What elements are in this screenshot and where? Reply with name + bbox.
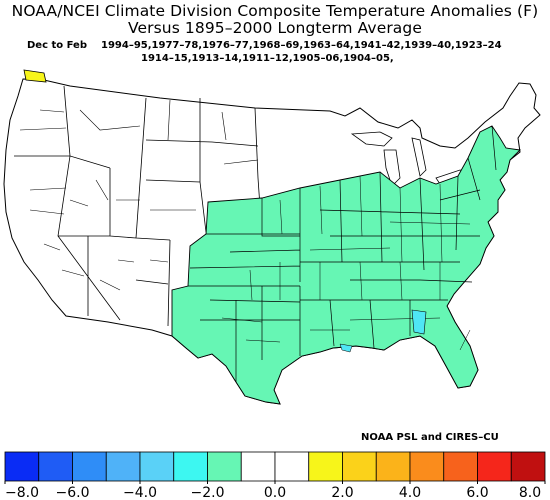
colorbar-tick-label: −4.0 [123,485,157,500]
colorbar-tick-label: −8.0 [5,485,39,500]
colorbar-cell [139,451,175,482]
colorbar-cell [4,451,40,482]
colorbar-cell [342,451,377,482]
colorbar-cell [72,451,107,482]
colorbar-tick-label: 6.0 [466,485,488,500]
map-subtitle: Versus 1895–2000 Longterm Average [128,19,422,37]
colorbar-cell [240,451,276,482]
colorbar-cell [173,451,208,482]
composite-years-line-1: 1994–95,1977–78,1976–77,1968–69,1963–64,… [101,40,502,51]
composite-years-line-2: 1914–15,1913–14,1911–12,1905–06,1904–05, [141,53,394,64]
western-division-lines [19,99,259,291]
credit-label: NOAA PSL and CIRES–CU [361,432,499,443]
cool-anomaly-region [171,125,521,405]
colorbar-cell [38,451,73,482]
colorbar-cell [105,451,141,482]
warm-anomaly-spot [23,69,47,83]
colorbar-tick-label: −6.0 [56,485,90,500]
map-title: NOAA/NCEI Climate Division Composite Tem… [11,2,539,20]
colorbar-cells [4,451,546,482]
colorbar-cell [274,451,310,482]
colorbar-tick-label: −2.0 [191,485,225,500]
us-climate-division-map [3,69,541,405]
colorbar-cell [510,451,546,482]
great-lakes [350,131,495,187]
colorbar-cell [207,451,242,482]
colorbar-cell [477,451,512,482]
colorbar-ticks: −8.0 −6.0 −4.0 −2.0 0.0 2.0 4.0 6.0 8.0 [4,481,546,500]
colorbar-tick-label: 2.0 [331,485,353,500]
eastern-division-lines [188,125,497,382]
cooler-anomaly-spot [411,309,427,335]
colorbar-cell [375,451,411,482]
colorbar-cell [409,451,445,482]
season-label: Dec to Feb [27,40,87,51]
gulf-coast-spot [339,343,353,353]
colorbar-cell [308,451,343,482]
colorbar-tick-label: 4.0 [399,485,421,500]
colorbar-tick-label: 0.0 [264,485,286,500]
colorbar-cell [443,451,478,482]
conus-outline [3,69,541,405]
colorbar: −8.0 −6.0 −4.0 −2.0 0.0 2.0 4.0 6.0 8.0 [4,451,546,500]
eastern-county-lines [221,175,471,351]
colorbar-tick-label: 8.0 [519,485,541,500]
